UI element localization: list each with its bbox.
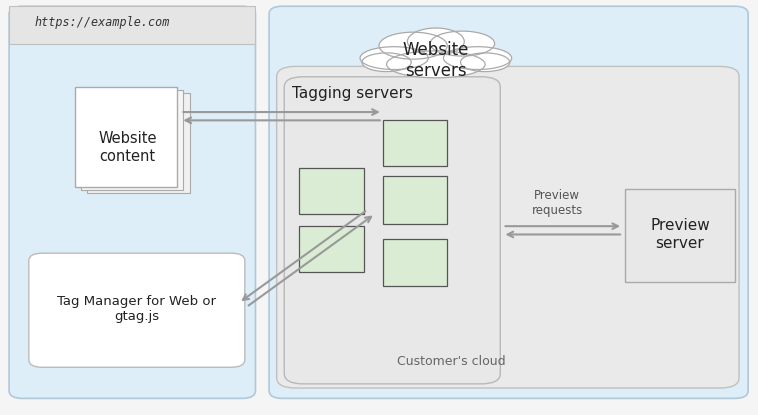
Text: Tag Manager for Web or
gtag.js: Tag Manager for Web or gtag.js	[57, 295, 216, 323]
Text: Preview
server: Preview server	[650, 218, 709, 251]
FancyBboxPatch shape	[269, 6, 748, 398]
Text: Tagging servers: Tagging servers	[292, 86, 413, 101]
FancyBboxPatch shape	[277, 66, 739, 388]
Ellipse shape	[360, 46, 428, 70]
FancyBboxPatch shape	[9, 6, 255, 398]
FancyBboxPatch shape	[625, 189, 735, 282]
Ellipse shape	[407, 28, 464, 55]
Text: https://example.com: https://example.com	[34, 16, 170, 29]
FancyBboxPatch shape	[284, 77, 500, 384]
FancyBboxPatch shape	[81, 90, 183, 190]
FancyBboxPatch shape	[75, 87, 177, 187]
Ellipse shape	[430, 31, 494, 56]
Text: Website
content: Website content	[98, 131, 157, 164]
Ellipse shape	[387, 51, 485, 78]
FancyBboxPatch shape	[9, 6, 255, 44]
FancyBboxPatch shape	[299, 226, 364, 272]
FancyBboxPatch shape	[383, 176, 447, 224]
Ellipse shape	[460, 53, 509, 71]
Ellipse shape	[443, 46, 512, 70]
FancyBboxPatch shape	[383, 120, 447, 166]
Ellipse shape	[379, 32, 447, 59]
Ellipse shape	[362, 53, 411, 71]
FancyBboxPatch shape	[383, 239, 447, 286]
Text: Customer's cloud: Customer's cloud	[396, 354, 506, 368]
FancyBboxPatch shape	[29, 253, 245, 367]
FancyBboxPatch shape	[87, 93, 190, 193]
Text: Preview
requests: Preview requests	[531, 189, 583, 217]
Text: Website
servers: Website servers	[402, 41, 469, 80]
FancyBboxPatch shape	[299, 168, 364, 214]
